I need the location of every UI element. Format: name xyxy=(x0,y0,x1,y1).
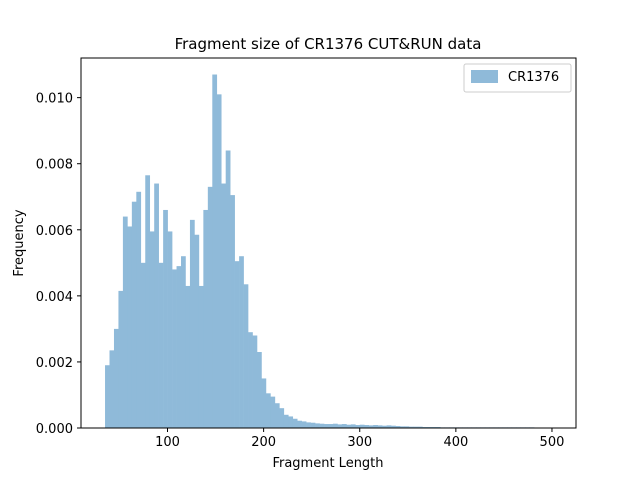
histogram-bar xyxy=(234,261,240,428)
histogram-bar xyxy=(136,191,142,428)
histogram-bar xyxy=(270,396,276,428)
histogram-bar xyxy=(212,74,218,429)
y-tick-label: 0.004 xyxy=(36,290,73,305)
x-tick-label: 400 xyxy=(443,435,468,450)
histogram-bar xyxy=(145,175,151,428)
histogram-bar xyxy=(176,266,182,428)
histogram-bar xyxy=(274,403,280,428)
histogram-bar xyxy=(221,183,227,428)
legend-swatch xyxy=(471,70,498,83)
histogram-bar xyxy=(230,195,235,428)
histogram-bar xyxy=(127,226,133,428)
histogram-bar xyxy=(225,150,231,428)
histogram-bar xyxy=(243,284,249,428)
chart-title: Fragment size of CR1376 CUT&RUN data xyxy=(175,35,482,53)
histogram-bar xyxy=(288,416,294,428)
x-tick-label: 500 xyxy=(540,435,565,450)
histogram-bar xyxy=(105,365,110,428)
histogram-bar xyxy=(297,420,302,428)
histogram-bar xyxy=(181,256,186,428)
histogram-bar xyxy=(279,408,285,428)
y-tick-label: 0.006 xyxy=(36,224,73,239)
histogram-bar xyxy=(248,332,253,428)
plot-frame xyxy=(80,57,577,429)
legend-label: CR1376 xyxy=(508,70,559,85)
histogram-bar xyxy=(301,421,307,428)
histogram-bar xyxy=(131,201,137,428)
histogram-bars xyxy=(105,74,553,429)
y-tick-label: 0.002 xyxy=(36,356,73,371)
histogram-bar xyxy=(256,352,262,428)
histogram-bar xyxy=(395,426,401,428)
histogram-bar xyxy=(122,216,128,428)
x-ticks: 100 200 300 400 500 xyxy=(155,428,564,450)
histogram-bar xyxy=(185,285,191,428)
histogram-bar xyxy=(364,425,370,428)
histogram-bar xyxy=(203,209,209,428)
histogram-bar xyxy=(417,426,423,428)
histogram-bar xyxy=(306,422,311,428)
axes xyxy=(80,57,577,429)
histogram-bar xyxy=(310,422,316,428)
x-tick-label: 100 xyxy=(155,435,180,450)
histogram-bar xyxy=(328,424,334,428)
histogram-bar xyxy=(198,285,204,428)
histogram-bar xyxy=(109,350,115,428)
y-tick-label: 0.008 xyxy=(36,158,73,173)
histogram-bar xyxy=(140,262,146,428)
legend: CR1376 xyxy=(463,63,572,93)
y-tick-label: 0.000 xyxy=(36,422,73,437)
histogram-bar xyxy=(194,234,200,428)
histogram-bar xyxy=(386,425,392,428)
histogram-bar xyxy=(332,423,338,428)
histogram-bar xyxy=(113,328,119,428)
histogram-bar xyxy=(355,425,361,428)
histogram-bar xyxy=(404,426,410,428)
y-tick-label: 0.010 xyxy=(36,92,73,107)
histogram-bar xyxy=(167,231,173,428)
histogram-bar xyxy=(319,423,325,428)
x-axis-label: Fragment Length xyxy=(272,456,383,471)
histogram-bar xyxy=(315,423,320,428)
histogram-bar xyxy=(413,426,419,428)
histogram-bar xyxy=(346,424,352,428)
histogram-bar xyxy=(283,414,289,428)
histogram-bar xyxy=(377,425,383,428)
y-axis-label: Frequency xyxy=(12,209,27,276)
histogram-bar xyxy=(373,425,378,428)
histogram-bar xyxy=(324,424,329,428)
y-ticks: 0.000 0.002 0.004 0.006 0.008 0.010 xyxy=(36,92,81,437)
histogram-bar xyxy=(341,424,347,428)
histogram-bar xyxy=(158,262,164,428)
histogram-bar xyxy=(172,269,177,428)
x-tick-label: 300 xyxy=(347,435,372,450)
histogram-bar xyxy=(337,424,343,428)
histogram-bar xyxy=(154,183,159,428)
histogram-bar xyxy=(408,426,414,428)
histogram-bar xyxy=(368,425,374,428)
x-tick-label: 200 xyxy=(251,435,276,450)
histogram-bar xyxy=(359,424,365,428)
histogram-bar xyxy=(163,209,168,428)
histogram-bar xyxy=(391,425,396,428)
histogram-bar xyxy=(118,290,124,428)
histogram-bar xyxy=(265,393,271,428)
histogram-bar xyxy=(207,186,213,428)
histogram-bar xyxy=(216,94,222,428)
histogram-bar xyxy=(239,256,244,428)
histogram-bar xyxy=(149,231,155,428)
histogram-bar xyxy=(292,418,298,428)
histogram-bar xyxy=(382,425,387,428)
histogram-bar xyxy=(350,424,356,428)
histogram-bar xyxy=(189,219,195,428)
histogram-bar xyxy=(400,426,405,428)
histogram-bar xyxy=(261,378,267,428)
histogram-bar xyxy=(252,335,258,428)
